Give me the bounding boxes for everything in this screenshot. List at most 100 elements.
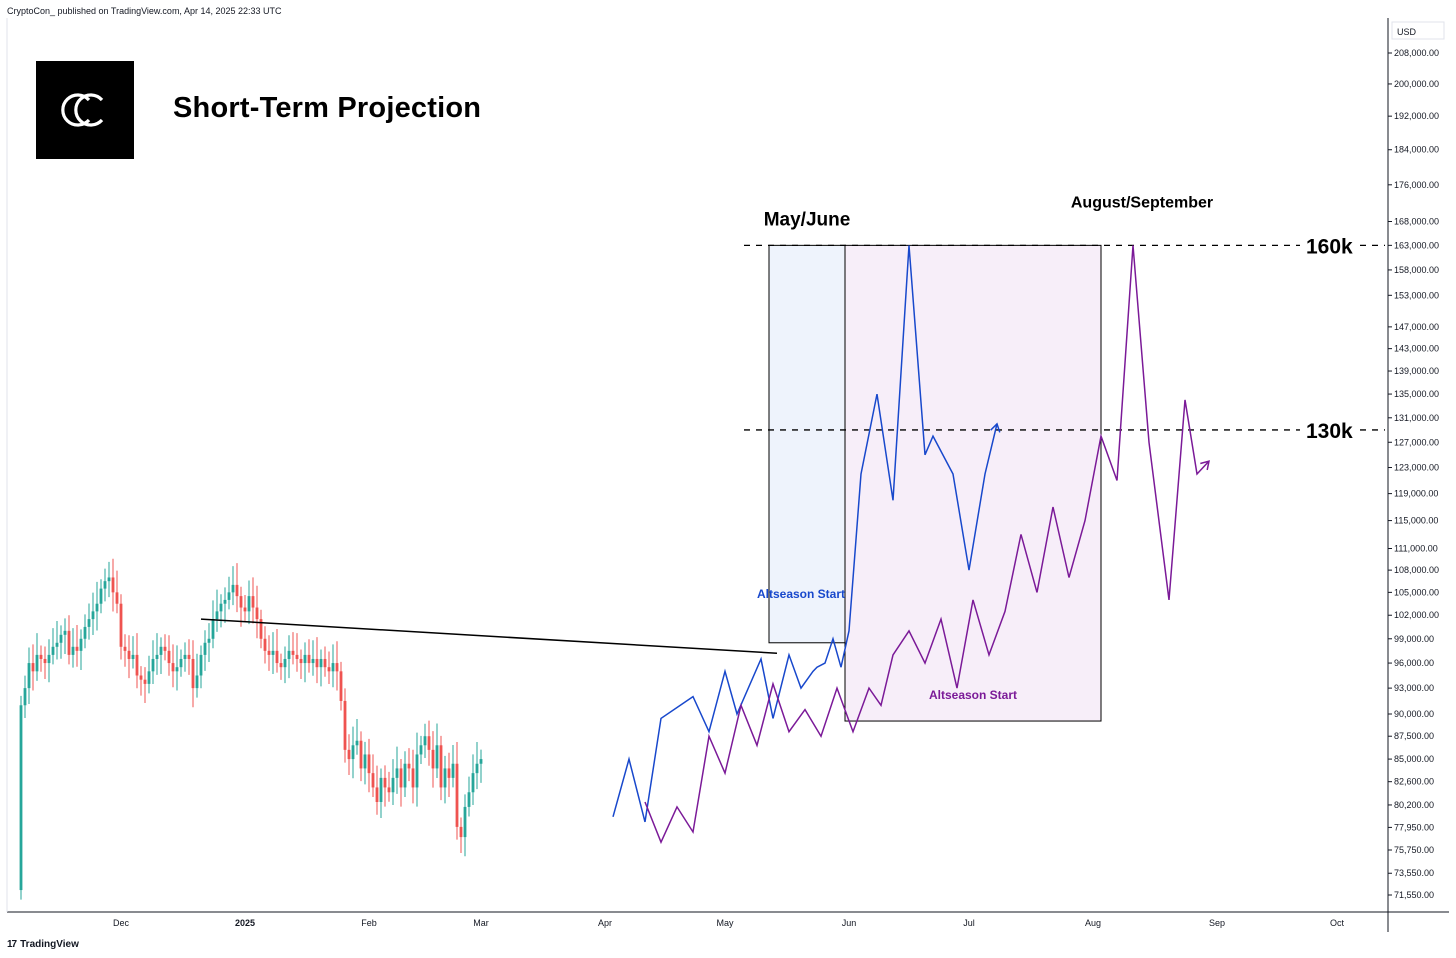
time-tick-label: Jun: [842, 918, 857, 928]
tradingview-logo-icon: 17: [7, 939, 17, 950]
price-tick-label: 105,000.00: [1394, 587, 1439, 597]
price-tick-label: 119,000.00: [1394, 489, 1438, 499]
candle-body: [367, 754, 371, 774]
currency-box: [1391, 21, 1445, 40]
candle-body: [147, 671, 151, 684]
candle-body: [267, 650, 271, 655]
candle-body: [119, 603, 123, 647]
candle-body: [55, 642, 59, 647]
candle-body: [455, 763, 459, 827]
candle-body: [75, 646, 79, 651]
time-tick-label: 2025: [235, 918, 255, 928]
level-label-130k: 130k: [1306, 420, 1353, 443]
candle-body: [143, 679, 147, 684]
price-tick-label: 139,000.00: [1394, 366, 1439, 376]
publish-attribution: CryptoCon_ published on TradingView.com,…: [7, 6, 282, 16]
purple-path-arrowhead-icon: [1200, 460, 1210, 471]
blue-path: [612, 245, 998, 823]
candle-body: [443, 768, 447, 788]
candle-body: [183, 654, 187, 659]
price-tick-label: 90,000.00: [1394, 709, 1434, 719]
candle-body: [87, 619, 91, 627]
candle-body: [83, 626, 87, 639]
candle-body: [407, 763, 411, 769]
candle-body: [479, 759, 483, 764]
price-tick-label: 163,000.00: [1394, 240, 1439, 250]
candle-body: [211, 619, 215, 639]
candle-body: [427, 736, 431, 750]
candle-body: [431, 749, 435, 769]
candle-body: [59, 634, 63, 643]
time-tick-label: Aug: [1085, 918, 1101, 928]
candle-body: [167, 650, 171, 664]
candle-body: [275, 650, 279, 664]
price-tick-label: 99,000.00: [1394, 634, 1434, 644]
candle-body: [239, 596, 243, 608]
candle-body: [347, 749, 351, 760]
price-tick-label: 123,000.00: [1394, 463, 1439, 473]
price-tick-label: 87,500.00: [1394, 731, 1434, 741]
price-tick-label: 153,000.00: [1394, 290, 1439, 300]
candle-body: [247, 596, 251, 612]
price-tick-label: 168,000.00: [1394, 217, 1439, 227]
candle-body: [475, 763, 479, 774]
price-tick-label: 131,000.00: [1394, 413, 1439, 423]
price-tick-label: 96,000.00: [1394, 658, 1434, 668]
candle-body: [439, 745, 443, 788]
candle-body: [435, 745, 439, 769]
candle-body: [399, 768, 403, 788]
price-tick-label: 184,000.00: [1394, 145, 1439, 155]
price-tick-label: 143,000.00: [1394, 344, 1439, 354]
candle-body: [287, 650, 291, 659]
candle-body: [131, 654, 135, 659]
candle-body: [411, 768, 415, 788]
candle-body: [179, 658, 183, 668]
candle-body: [191, 658, 195, 689]
candle-body: [71, 646, 75, 655]
tradingview-brand-label: TradingView: [20, 939, 79, 950]
candle-body: [103, 581, 107, 589]
candle-body: [107, 577, 111, 582]
price-tick-label: 208,000.00: [1394, 48, 1439, 58]
may-june-box-inner-label: Altseason Start: [757, 587, 845, 601]
time-tick-label: May: [716, 918, 734, 928]
aug-sep-box: [844, 244, 1102, 722]
candle-body: [263, 638, 267, 651]
candle-body: [79, 638, 83, 651]
candle-body: [67, 630, 71, 655]
blue-path-arrowhead-icon: [990, 422, 1001, 433]
candle-body: [467, 792, 471, 807]
price-tick-label: 102,000.00: [1394, 610, 1439, 620]
candle-body: [299, 658, 303, 664]
price-tick-label: 192,000.00: [1394, 111, 1439, 121]
chart-title: Short-Term Projection: [173, 92, 482, 124]
candle-body: [307, 654, 311, 664]
candle-body: [359, 740, 363, 769]
candle-body: [203, 642, 207, 655]
candle-body: [371, 773, 375, 788]
candle-body: [291, 650, 295, 655]
candle-body: [463, 806, 467, 838]
price-tick-label: 127,000.00: [1394, 437, 1439, 447]
candle-body: [251, 596, 255, 608]
candle-body: [171, 663, 175, 672]
candle-body: [35, 654, 39, 672]
candle-body: [447, 768, 451, 778]
candle-body: [335, 663, 339, 672]
aug-sep-box-title: August/September: [1071, 194, 1213, 211]
candle-body: [135, 654, 139, 676]
candle-body: [43, 658, 47, 664]
candle-body: [283, 658, 287, 668]
candle-body: [227, 592, 231, 600]
time-tick-label: Mar: [473, 918, 489, 928]
price-tick-label: 147,000.00: [1394, 322, 1439, 332]
candle-body: [259, 619, 263, 639]
candle-body: [63, 630, 67, 635]
candle-body: [363, 754, 367, 769]
candle-body: [255, 607, 259, 620]
price-tick-label: 82,600.00: [1394, 777, 1434, 787]
currency-label: USD: [1397, 27, 1417, 37]
candle-body: [19, 705, 23, 891]
may-june-box-title: May/June: [764, 209, 851, 230]
